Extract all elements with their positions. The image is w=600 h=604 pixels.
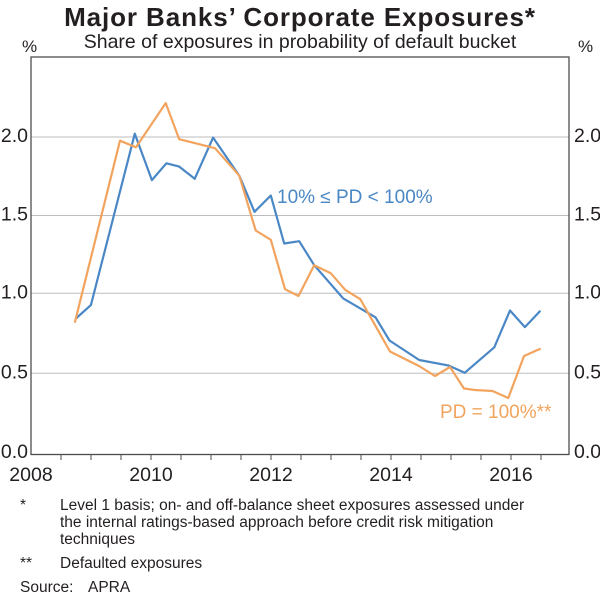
svg-text:0.5: 0.5	[574, 362, 600, 384]
svg-text:2016: 2016	[489, 464, 532, 486]
svg-text:10% ≤ PD < 100%: 10% ≤ PD < 100%	[277, 187, 433, 208]
svg-text:1.0: 1.0	[574, 282, 600, 304]
svg-text:2.0: 2.0	[574, 125, 600, 147]
svg-text:2010: 2010	[129, 464, 173, 486]
svg-text:2012: 2012	[249, 464, 292, 486]
svg-text:2014: 2014	[369, 464, 413, 486]
svg-text:PD = 100%**: PD = 100%**	[440, 402, 552, 423]
svg-text:2008: 2008	[9, 464, 52, 486]
svg-text:0.5: 0.5	[1, 362, 28, 384]
svg-text:1.0: 1.0	[1, 282, 28, 304]
svg-text:1.5: 1.5	[1, 204, 28, 226]
svg-text:0.0: 0.0	[574, 441, 600, 463]
svg-text:0.0: 0.0	[1, 441, 28, 463]
svg-text:2.0: 2.0	[1, 125, 28, 147]
svg-text:1.5: 1.5	[574, 204, 600, 226]
